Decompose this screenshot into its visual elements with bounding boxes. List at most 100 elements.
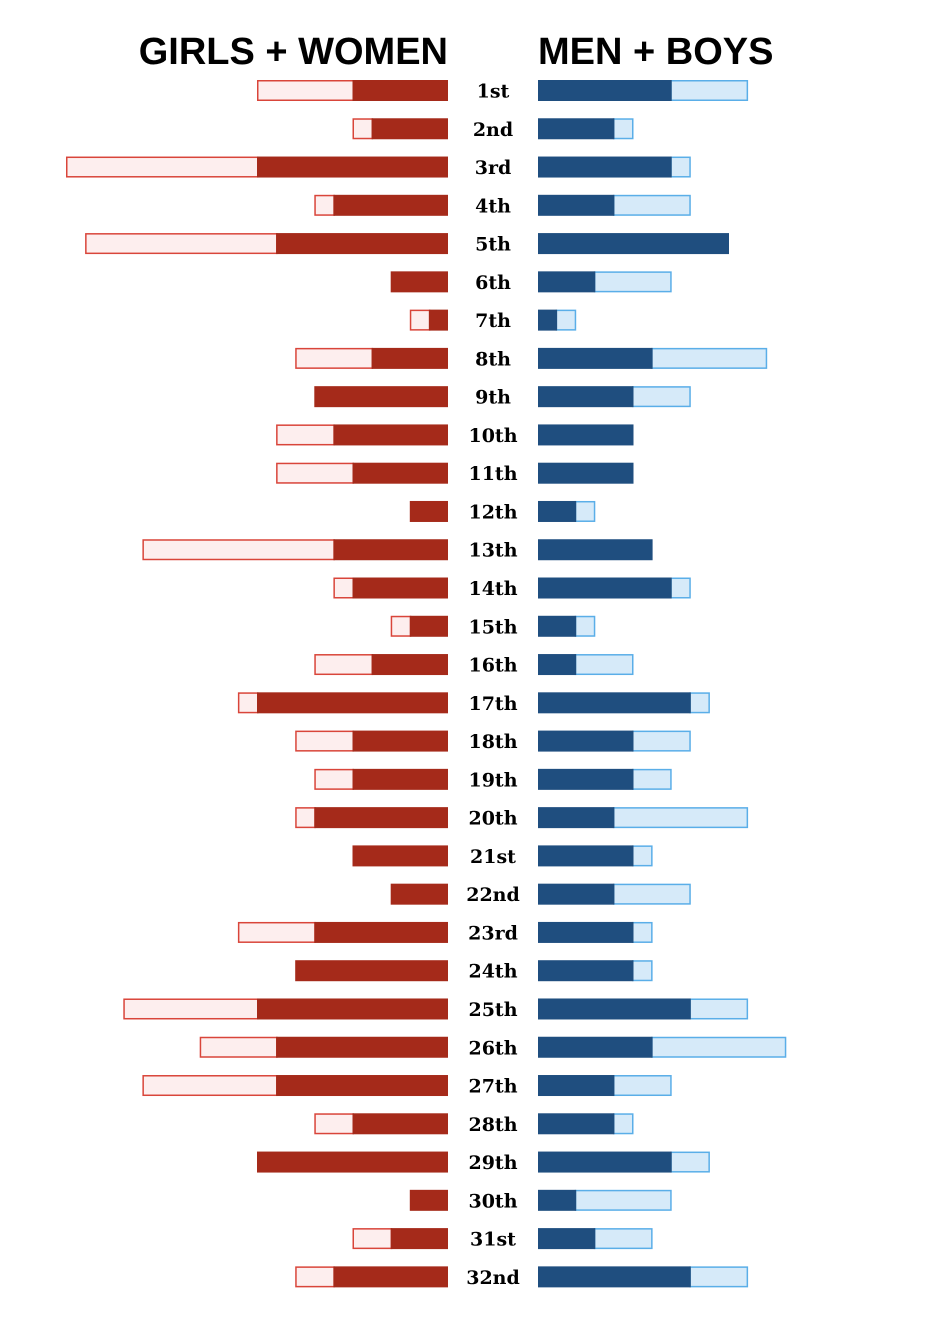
women-solid-bar — [314, 807, 448, 829]
women-light-bar — [66, 156, 259, 178]
row-label: 14th — [468, 578, 517, 600]
men-solid-bar — [538, 271, 596, 293]
row-label: 2nd — [473, 119, 513, 141]
men-solid-bar — [538, 883, 615, 905]
men-light-bar — [593, 271, 672, 293]
row-label: 10th — [468, 425, 517, 447]
row-label: 22nd — [466, 884, 520, 906]
women-solid-bar — [314, 386, 448, 408]
women-solid-bar — [352, 577, 448, 599]
men-light-bar — [689, 998, 749, 1020]
women-light-bar — [237, 921, 316, 943]
row-label: 31st — [470, 1229, 516, 1251]
row-label: 16th — [468, 655, 517, 677]
women-light-bar — [276, 424, 335, 446]
women-light-bar — [237, 692, 259, 714]
men-light-bar — [651, 1036, 787, 1058]
women-light-bar — [199, 1036, 278, 1058]
women-solid-bar — [333, 194, 448, 216]
men-solid-bar — [538, 1036, 653, 1058]
row-label: 27th — [468, 1076, 517, 1098]
women-light-bar — [295, 807, 316, 829]
women-light-bar — [295, 347, 374, 369]
men-solid-bar — [538, 845, 634, 867]
men-light-bar — [632, 960, 653, 982]
women-solid-bar — [409, 615, 448, 637]
row-label: 11th — [468, 463, 517, 485]
women-light-bar — [314, 1113, 354, 1135]
men-solid-bar — [538, 1266, 691, 1288]
women-solid-bar — [352, 462, 448, 484]
men-light-bar — [670, 1151, 710, 1173]
women-light-bar — [352, 1228, 393, 1250]
men-solid-bar — [538, 1075, 615, 1097]
men-solid-bar — [538, 807, 615, 829]
men-solid-bar — [538, 921, 634, 943]
men-light-bar — [632, 768, 672, 790]
men-light-bar — [612, 1075, 672, 1097]
row-label: 12th — [468, 501, 517, 523]
men-solid-bar — [538, 194, 615, 216]
men-light-bar — [612, 194, 691, 216]
men-light-bar — [670, 80, 749, 101]
women-solid-bar — [257, 998, 448, 1020]
men-light-bar — [612, 1113, 634, 1135]
row-label: 23rd — [468, 922, 518, 944]
women-light-bar — [314, 194, 335, 216]
row-label: 28th — [468, 1114, 517, 1136]
men-light-bar — [612, 883, 691, 905]
men-solid-bar — [538, 539, 653, 561]
row-label: 4th — [475, 195, 511, 217]
women-solid-bar — [371, 654, 448, 676]
women-solid-bar — [352, 1113, 448, 1135]
men-solid-bar — [538, 462, 634, 484]
women-light-bar — [333, 577, 354, 599]
men-solid-bar — [538, 730, 634, 752]
women-solid-bar — [352, 845, 448, 867]
men-light-bar — [593, 1228, 653, 1250]
women-solid-bar — [333, 424, 448, 446]
women-light-bar — [409, 309, 431, 331]
women-light-bar — [85, 233, 278, 255]
men-light-bar — [574, 654, 634, 676]
row-label: 9th — [475, 387, 511, 409]
men-solid-bar — [538, 1189, 577, 1211]
row-label: 30th — [468, 1190, 517, 1212]
women-light-bar — [314, 768, 354, 790]
row-label: 17th — [468, 693, 517, 715]
row-label: 18th — [468, 731, 517, 753]
men-solid-bar — [538, 615, 577, 637]
women-solid-bar — [257, 156, 448, 178]
women-solid-bar — [352, 80, 448, 101]
women-light-bar — [257, 80, 354, 101]
men-light-bar — [651, 347, 768, 369]
row-label: 1st — [477, 81, 510, 103]
men-solid-bar — [538, 233, 729, 255]
women-light-bar — [142, 1075, 278, 1097]
men-light-bar — [632, 386, 691, 408]
women-solid-bar — [390, 271, 448, 293]
men-solid-bar — [538, 118, 615, 140]
row-labels-group: 1st 2nd 3rd 4th 5th 6th 7th 8th 9th 10th 11th 12th 1… — [466, 81, 520, 1289]
row-label: 15th — [468, 616, 517, 638]
women-light-bar — [123, 998, 259, 1020]
men-solid-bar — [538, 309, 558, 331]
men-light-bar — [670, 156, 691, 178]
women-solid-bar — [390, 1228, 448, 1250]
men-solid-bar — [538, 80, 672, 101]
women-solid-bar — [352, 768, 448, 790]
men-solid-bar — [538, 1151, 672, 1173]
row-label: 7th — [475, 310, 511, 332]
women-solid-bar — [352, 730, 448, 752]
men-solid-bar — [538, 692, 691, 714]
women-light-bar — [142, 539, 335, 561]
women-solid-bar — [390, 883, 448, 905]
men-solid-bar — [538, 577, 672, 599]
women-solid-bar — [276, 233, 448, 255]
women-solid-bar — [409, 1189, 448, 1211]
men-light-bar — [632, 921, 653, 943]
men-light-bar — [689, 692, 710, 714]
women-light-bar — [352, 118, 374, 140]
men-light-bar — [612, 118, 634, 140]
